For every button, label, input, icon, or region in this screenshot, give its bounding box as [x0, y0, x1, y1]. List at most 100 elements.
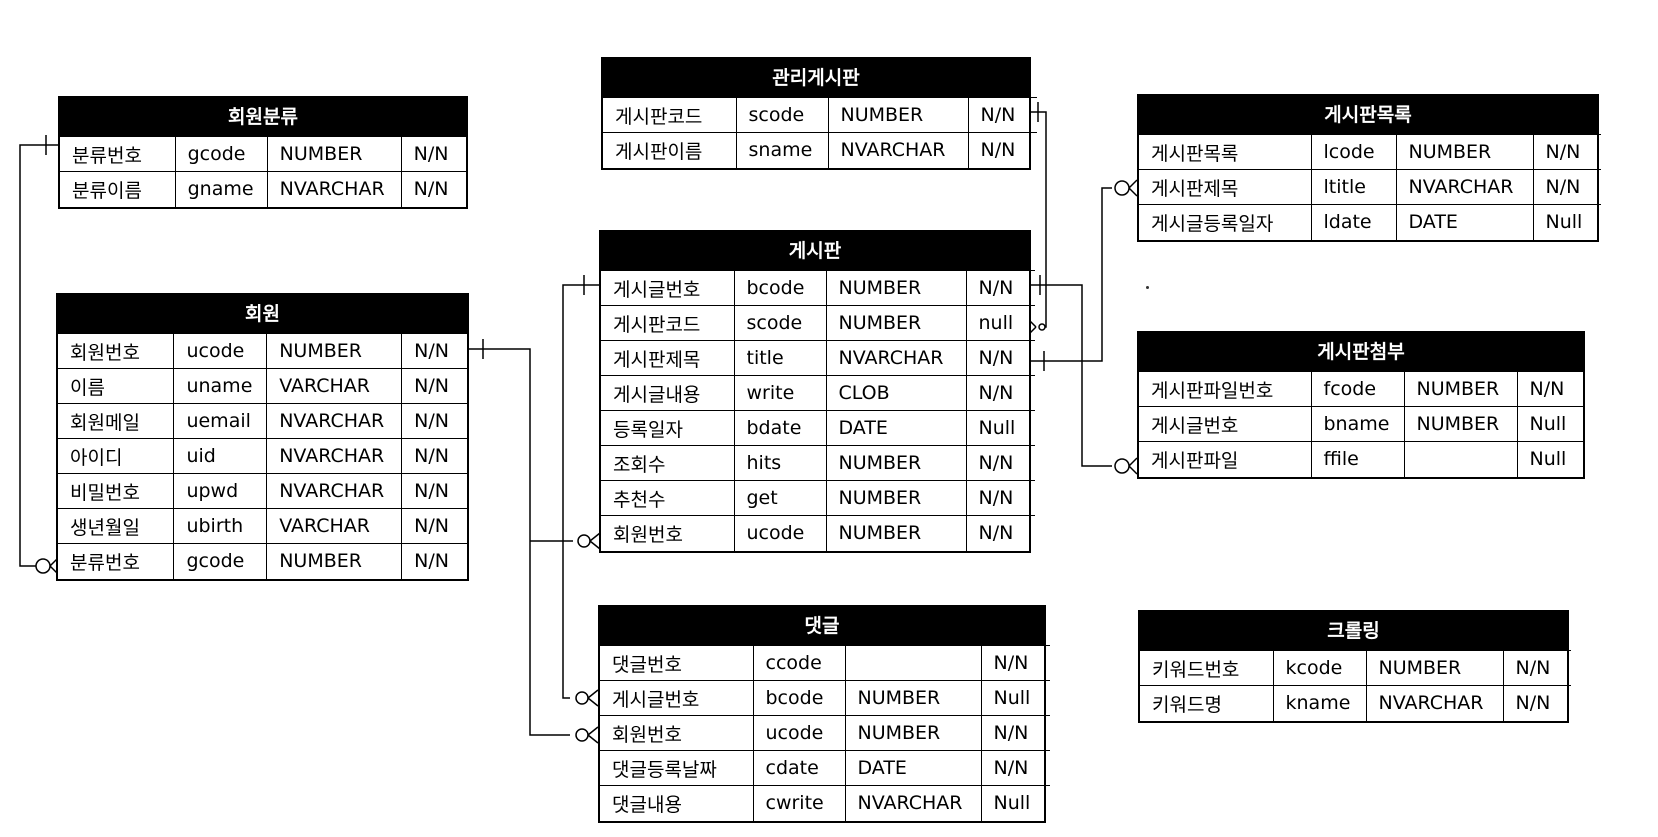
entity-title: 댓글	[600, 607, 1044, 645]
entity-member-category: 회원분류 분류번호 gcode NUMBER N/N 분류이름 gname NVARCHAR N…	[58, 96, 468, 209]
attribute-row: 이름 uname VARCHAR N/N	[58, 368, 467, 404]
entity-title: 관리게시판	[603, 59, 1029, 97]
attribute-table: 게시판목록 lcode NUMBER N/N 게시판제목 ltitle NVARCHAR N/…	[1139, 134, 1601, 240]
data-type: DATE	[825, 410, 967, 446]
attribute-name: 게시판파일	[1139, 441, 1312, 477]
attribute-table: 게시판파일번호 fcode NUMBER N/N 게시글번호 bname NUMBER Nul…	[1139, 371, 1585, 477]
attribute-row: 게시판이름 sname NVARCHAR N/N	[603, 132, 1037, 168]
attribute-name: 이름	[58, 368, 175, 404]
column-name: ubirth	[173, 508, 268, 544]
nullability: N/N	[1532, 169, 1601, 205]
nullability: null	[965, 305, 1035, 341]
entity-crawling: 크롤링 키워드번호 kcode NUMBER N/N 키워드명 kname NVARCHAR N…	[1138, 610, 1571, 723]
attribute-row: 아이디 uid NVARCHAR N/N	[58, 438, 467, 474]
attribute-name: 댓글등록날짜	[600, 750, 754, 786]
attribute-row: 키워드명 kname NVARCHAR N/N	[1140, 685, 1571, 721]
rel-board-to-board-list	[1028, 179, 1138, 371]
nullability: Null	[965, 410, 1035, 446]
attribute-name: 등록일자	[601, 410, 735, 446]
attribute-name: 회원번호	[601, 515, 735, 551]
attribute-name: 조회수	[601, 445, 735, 481]
data-type: NVARCHAR	[827, 132, 969, 168]
attribute-row: 분류이름 gname NVARCHAR N/N	[60, 171, 466, 207]
attribute-name: 게시글번호	[600, 680, 754, 716]
entity-title: 크롤링	[1140, 612, 1567, 650]
crow-foot-icon	[587, 726, 599, 744]
attribute-table: 게시판코드 scode NUMBER N/N 게시판이름 sname NVARCHAR N/N	[603, 97, 1037, 168]
nullability: N/N	[980, 715, 1050, 751]
nullability: Null	[1516, 406, 1585, 442]
attribute-name: 게시판코드	[601, 305, 735, 341]
attribute-name: 게시판파일번호	[1139, 371, 1312, 407]
attribute-row: 게시글등록일자 ldate DATE Null	[1139, 204, 1601, 240]
data-type: NVARCHAR	[266, 171, 402, 207]
attribute-table: 게시글번호 bcode NUMBER N/N 게시판코드 scode NUMBER null 게…	[601, 270, 1035, 551]
entity-comment: 댓글 댓글번호 ccode N/N 게시글번호 bcode NUMBER Null 회원번호 uc…	[598, 605, 1050, 823]
column-name: title	[733, 340, 827, 376]
data-type: NUMBER	[825, 515, 967, 551]
column-name: ucode	[173, 333, 268, 369]
entity-title: 게시판첨부	[1139, 333, 1583, 371]
attribute-row: 게시판파일 ffile Null	[1139, 441, 1585, 477]
stray-dot	[1146, 286, 1149, 289]
nullability: N/N	[1502, 650, 1571, 686]
rel-board-to-attachment	[1028, 275, 1138, 475]
nullability: N/N	[401, 333, 467, 369]
attribute-name: 키워드번호	[1140, 650, 1274, 686]
nullability: N/N	[980, 750, 1050, 786]
data-type: NUMBER	[266, 136, 402, 172]
attribute-name: 게시판코드	[603, 97, 737, 133]
nullability: N/N	[401, 473, 467, 509]
column-name: sname	[735, 132, 829, 168]
nullability: N/N	[401, 508, 467, 544]
data-type: NUMBER	[825, 480, 967, 516]
attribute-name: 게시판제목	[601, 340, 735, 376]
optional-circle-icon	[577, 534, 591, 548]
column-name: cdate	[752, 750, 846, 786]
attribute-table: 댓글번호 ccode N/N 게시글번호 bcode NUMBER Null 회원번호 ucod…	[600, 645, 1050, 821]
rel-member-to-board-comment	[469, 339, 601, 744]
attribute-row: 게시글내용 write CLOB N/N	[601, 375, 1035, 411]
attribute-name: 분류번호	[58, 543, 175, 579]
nullability: N/N	[965, 515, 1035, 551]
attribute-row: 회원번호 ucode NUMBER N/N	[600, 715, 1050, 751]
optional-circle-icon	[575, 728, 589, 742]
attribute-name: 분류이름	[60, 171, 176, 207]
data-type	[1403, 441, 1518, 477]
attribute-name: 생년월일	[58, 508, 175, 544]
attribute-name: 회원번호	[600, 715, 754, 751]
column-name: ucode	[752, 715, 846, 751]
column-name: ldate	[1310, 204, 1397, 240]
nullability: N/N	[965, 340, 1035, 376]
attribute-row: 게시글번호 bcode NUMBER N/N	[601, 270, 1035, 306]
attribute-row: 게시판코드 scode NUMBER N/N	[603, 97, 1037, 133]
attribute-name: 회원번호	[58, 333, 175, 369]
column-name: gcode	[174, 136, 268, 172]
column-name: kname	[1272, 685, 1367, 721]
column-name: uid	[173, 438, 268, 474]
entity-title: 회원분류	[60, 98, 466, 136]
attribute-table: 분류번호 gcode NUMBER N/N 분류이름 gname NVARCHAR N/N	[60, 136, 466, 207]
attribute-row: 댓글번호 ccode N/N	[600, 645, 1050, 681]
data-type: NVARCHAR	[266, 438, 403, 474]
column-name: bcode	[733, 270, 827, 306]
column-name: kcode	[1272, 650, 1367, 686]
column-name: hits	[733, 445, 827, 481]
attribute-row: 분류번호 gcode NUMBER N/N	[60, 136, 466, 172]
attribute-name: 댓글내용	[600, 785, 754, 821]
attribute-row: 추천수 get NUMBER N/N	[601, 480, 1035, 516]
nullability: N/N	[965, 375, 1035, 411]
attribute-name: 게시판이름	[603, 132, 737, 168]
data-type: NUMBER	[1365, 650, 1504, 686]
column-name: lcode	[1310, 134, 1397, 170]
attribute-row: 회원번호 ucode NUMBER N/N	[601, 515, 1035, 551]
attribute-name: 게시글내용	[601, 375, 735, 411]
entity-board-list: 게시판목록 게시판목록 lcode NUMBER N/N 게시판제목 ltitle NVARC…	[1137, 94, 1601, 242]
optional-circle-icon	[1038, 323, 1046, 331]
attribute-name: 분류번호	[60, 136, 176, 172]
nullability: N/N	[400, 171, 466, 207]
nullability: Null	[1532, 204, 1601, 240]
nullability: N/N	[401, 438, 467, 474]
nullability: N/N	[401, 543, 467, 579]
attribute-name: 댓글번호	[600, 645, 754, 681]
